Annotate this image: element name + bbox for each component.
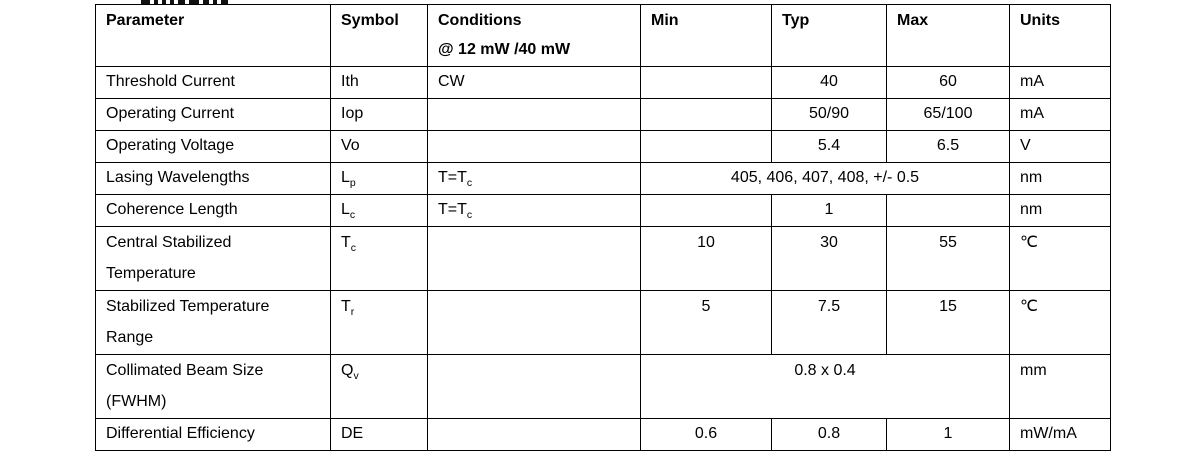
cell-max: 65/100 — [887, 99, 1010, 131]
cell-typ: 40 — [772, 67, 887, 99]
cell-min — [641, 67, 772, 99]
conditions-subscript: c — [467, 177, 472, 189]
parameter-line: Central Stabilized — [106, 227, 324, 258]
cell-symbol: Ith — [331, 67, 428, 99]
row-coherence-length: Coherence Length Lc T=Tc 1 nm — [96, 195, 1111, 227]
cell-typ: 7.5 — [772, 291, 887, 355]
cell-symbol: Tc — [331, 227, 428, 291]
cell-parameter: Threshold Current — [96, 67, 331, 99]
cell-conditions — [428, 355, 641, 419]
cell-units: nm — [1010, 195, 1111, 227]
cell-max: 60 — [887, 67, 1010, 99]
cell-units: ℃ — [1010, 227, 1111, 291]
cell-parameter: Stabilized Temperature Range — [96, 291, 331, 355]
col-header-symbol: Symbol — [331, 5, 428, 67]
row-central-stabilized-temperature: Central Stabilized Temperature Tc 10 30 … — [96, 227, 1111, 291]
cell-min — [641, 99, 772, 131]
parameter-line: (FWHM) — [106, 386, 324, 417]
cell-symbol: Tr — [331, 291, 428, 355]
col-header-max: Max — [887, 5, 1010, 67]
symbol-subscript: v — [353, 370, 358, 382]
cell-typ: 5.4 — [772, 131, 887, 163]
cell-typ: 30 — [772, 227, 887, 291]
cell-max — [887, 195, 1010, 227]
conditions-note: @ 12 mW /40 mW — [438, 35, 634, 64]
cell-max: 55 — [887, 227, 1010, 291]
header-row: Parameter Symbol Conditions @ 12 mW /40 … — [96, 5, 1111, 67]
cell-parameter: Operating Voltage — [96, 131, 331, 163]
cell-conditions: T=Tc — [428, 195, 641, 227]
cell-min: 5 — [641, 291, 772, 355]
conditions-subscript: c — [467, 209, 472, 221]
cell-max: 6.5 — [887, 131, 1010, 163]
cell-units: nm — [1010, 163, 1111, 195]
cell-units: mW/mA — [1010, 419, 1111, 451]
symbol-subscript: c — [350, 209, 355, 221]
cell-symbol: Iop — [331, 99, 428, 131]
col-header-conditions: Conditions @ 12 mW /40 mW — [428, 5, 641, 67]
cell-conditions — [428, 99, 641, 131]
parameter-line: Collimated Beam Size — [106, 355, 324, 386]
cell-typ: 0.8 — [772, 419, 887, 451]
col-header-min: Min — [641, 5, 772, 67]
cell-min-typ-max-merged: 0.8 x 0.4 — [641, 355, 1010, 419]
row-stabilized-temperature-range: Stabilized Temperature Range Tr 5 7.5 15… — [96, 291, 1111, 355]
cell-max: 15 — [887, 291, 1010, 355]
cell-units: mA — [1010, 67, 1111, 99]
cell-parameter: Lasing Wavelengths — [96, 163, 331, 195]
cell-units: mm — [1010, 355, 1111, 419]
cell-min — [641, 131, 772, 163]
cell-conditions: CW — [428, 67, 641, 99]
cell-conditions — [428, 131, 641, 163]
cell-min: 10 — [641, 227, 772, 291]
parameter-line: Range — [106, 322, 324, 353]
row-collimated-beam-size: Collimated Beam Size (FWHM) Qv 0.8 x 0.4… — [96, 355, 1111, 419]
row-operating-voltage: Operating Voltage Vo 5.4 6.5 V — [96, 131, 1111, 163]
col-header-units: Units — [1010, 5, 1111, 67]
cell-min — [641, 195, 772, 227]
row-lasing-wavelengths: Lasing Wavelengths Lp T=Tc 405, 406, 407… — [96, 163, 1111, 195]
cell-units: V — [1010, 131, 1111, 163]
cell-conditions — [428, 419, 641, 451]
symbol-subscript: p — [350, 177, 356, 189]
col-header-typ: Typ — [772, 5, 887, 67]
cell-typ: 1 — [772, 195, 887, 227]
cell-symbol: DE — [331, 419, 428, 451]
document-sheet: Parameter Symbol Conditions @ 12 mW /40 … — [95, 4, 1111, 451]
cell-parameter: Coherence Length — [96, 195, 331, 227]
cell-typ: 50/90 — [772, 99, 887, 131]
cell-units: mA — [1010, 99, 1111, 131]
symbol-subscript: r — [351, 306, 355, 318]
cell-symbol: Lc — [331, 195, 428, 227]
row-differential-efficiency: Differential Efficiency DE 0.6 0.8 1 mW/… — [96, 419, 1111, 451]
cell-conditions — [428, 227, 641, 291]
cell-symbol: Vo — [331, 131, 428, 163]
cell-symbol: Lp — [331, 163, 428, 195]
cell-parameter: Operating Current — [96, 99, 331, 131]
cell-conditions — [428, 291, 641, 355]
cell-parameter: Collimated Beam Size (FWHM) — [96, 355, 331, 419]
cell-parameter: Differential Efficiency — [96, 419, 331, 451]
cell-units: ℃ — [1010, 291, 1111, 355]
cell-min-typ-max-merged: 405, 406, 407, 408, +/- 0.5 — [641, 163, 1010, 195]
symbol-subscript: c — [351, 242, 356, 254]
col-header-parameter: Parameter — [96, 5, 331, 67]
cell-max: 1 — [887, 419, 1010, 451]
parameter-line: Stabilized Temperature — [106, 291, 324, 322]
parameter-line: Temperature — [106, 258, 324, 289]
cell-symbol: Qv — [331, 355, 428, 419]
laser-spec-table: Parameter Symbol Conditions @ 12 mW /40 … — [95, 4, 1111, 451]
row-threshold-current: Threshold Current Ith CW 40 60 mA — [96, 67, 1111, 99]
row-operating-current: Operating Current Iop 50/90 65/100 mA — [96, 99, 1111, 131]
cell-min: 0.6 — [641, 419, 772, 451]
cell-conditions: T=Tc — [428, 163, 641, 195]
cell-parameter: Central Stabilized Temperature — [96, 227, 331, 291]
conditions-title: Conditions — [438, 6, 634, 35]
